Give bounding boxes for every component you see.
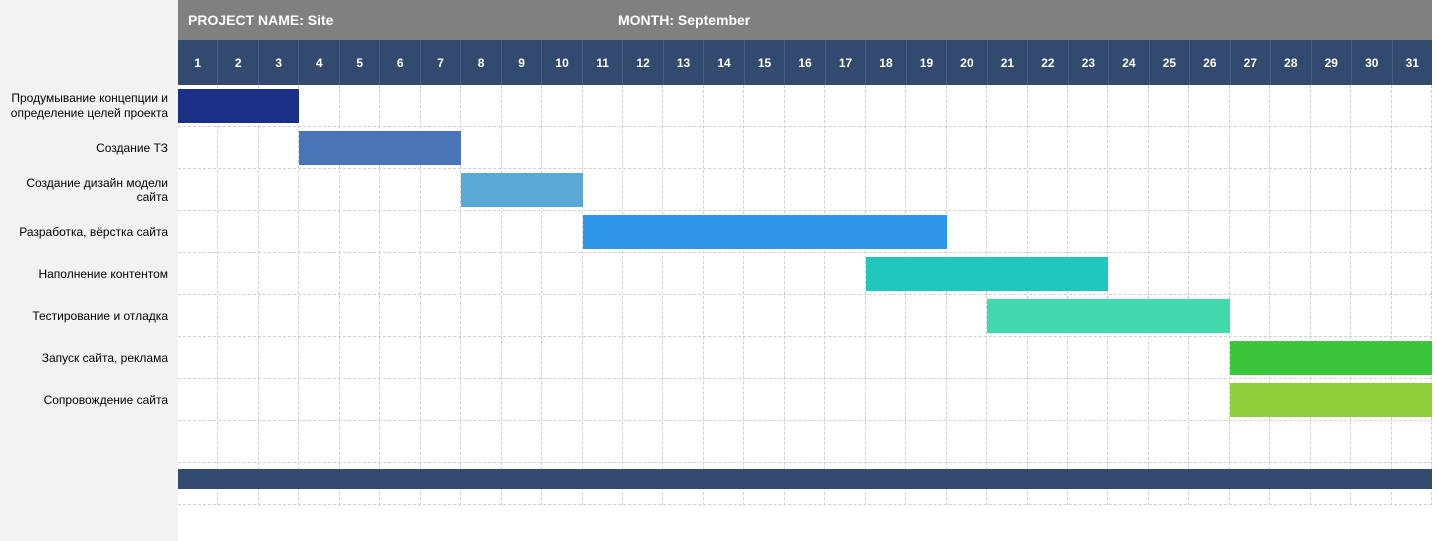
day-header-cell: 28 <box>1271 40 1311 85</box>
task-bar <box>583 215 947 249</box>
task-bar <box>1230 383 1432 417</box>
gantt-chart: Продумывание концепции и определение цел… <box>0 0 1437 541</box>
day-header-cell: 20 <box>947 40 987 85</box>
gantt-row <box>178 295 1432 337</box>
day-header-cell: 23 <box>1069 40 1109 85</box>
task-bar <box>299 131 461 165</box>
task-label: Тестирование и отладка <box>0 295 178 337</box>
gantt-row <box>178 379 1432 421</box>
gantt-row <box>178 337 1432 379</box>
gantt-row <box>178 211 1432 253</box>
day-header-cell: 5 <box>340 40 380 85</box>
day-header-cell: 26 <box>1190 40 1230 85</box>
day-header-cell: 21 <box>988 40 1028 85</box>
gantt-row <box>178 169 1432 211</box>
task-bar <box>461 173 582 207</box>
task-label-column: Продумывание концепции и определение цел… <box>0 0 178 541</box>
day-header-cell: 16 <box>785 40 825 85</box>
day-header-cell: 7 <box>421 40 461 85</box>
task-bar <box>178 89 299 123</box>
task-label: Сопровождение сайта <box>0 379 178 421</box>
day-header-cell: 30 <box>1352 40 1392 85</box>
month-name: September <box>678 12 750 28</box>
task-label-empty <box>0 421 178 463</box>
day-header-cell: 15 <box>745 40 785 85</box>
day-header-cell: 14 <box>704 40 744 85</box>
day-header-cell: 6 <box>380 40 420 85</box>
task-bar <box>1230 341 1432 375</box>
task-label: Продумывание концепции и определение цел… <box>0 85 178 127</box>
day-header-cell: 25 <box>1150 40 1190 85</box>
gantt-row-empty <box>178 421 1432 463</box>
day-header-cell: 22 <box>1028 40 1068 85</box>
gantt-right-panel: PROJECT NAME: Site MONTH: September 1234… <box>178 0 1432 541</box>
project-title: PROJECT NAME: Site <box>188 12 333 28</box>
day-header-cell: 9 <box>502 40 542 85</box>
day-header-cell: 2 <box>218 40 258 85</box>
bottom-bar <box>178 469 1432 489</box>
gantt-row <box>178 85 1432 127</box>
month-title: MONTH: September <box>618 12 750 28</box>
day-header-cell: 24 <box>1109 40 1149 85</box>
task-label: Создание ТЗ <box>0 127 178 169</box>
gantt-row <box>178 127 1432 169</box>
left-header-spacer-title <box>0 0 178 40</box>
title-bar: PROJECT NAME: Site MONTH: September <box>178 0 1432 40</box>
project-label: PROJECT NAME: <box>188 12 304 28</box>
day-header-cell: 18 <box>866 40 906 85</box>
day-header-cell: 29 <box>1312 40 1352 85</box>
project-name: Site <box>308 12 334 28</box>
task-label-empty <box>0 463 178 505</box>
gantt-grid <box>178 85 1432 505</box>
day-header-cell: 31 <box>1393 40 1432 85</box>
gantt-row <box>178 253 1432 295</box>
task-label: Разработка, вёрстка сайта <box>0 211 178 253</box>
day-header-row: 1234567891011121314151617181920212223242… <box>178 40 1432 85</box>
day-header-cell: 3 <box>259 40 299 85</box>
task-bar <box>866 257 1109 291</box>
task-labels-list: Продумывание концепции и определение цел… <box>0 85 178 505</box>
day-header-cell: 4 <box>299 40 339 85</box>
day-header-cell: 11 <box>583 40 623 85</box>
month-label: MONTH: <box>618 12 674 28</box>
day-header-cell: 17 <box>826 40 866 85</box>
day-header-cell: 19 <box>907 40 947 85</box>
day-header-cell: 8 <box>461 40 501 85</box>
task-bar <box>987 299 1230 333</box>
day-header-cell: 13 <box>664 40 704 85</box>
day-header-cell: 27 <box>1231 40 1271 85</box>
task-label: Создание дизайн модели сайта <box>0 169 178 211</box>
left-header-spacer-days <box>0 40 178 85</box>
day-header-cell: 1 <box>178 40 218 85</box>
day-header-cell: 12 <box>623 40 663 85</box>
task-label: Запуск сайта, реклама <box>0 337 178 379</box>
day-header-cell: 10 <box>542 40 582 85</box>
task-label: Наполнение контентом <box>0 253 178 295</box>
gantt-rows <box>178 85 1432 505</box>
